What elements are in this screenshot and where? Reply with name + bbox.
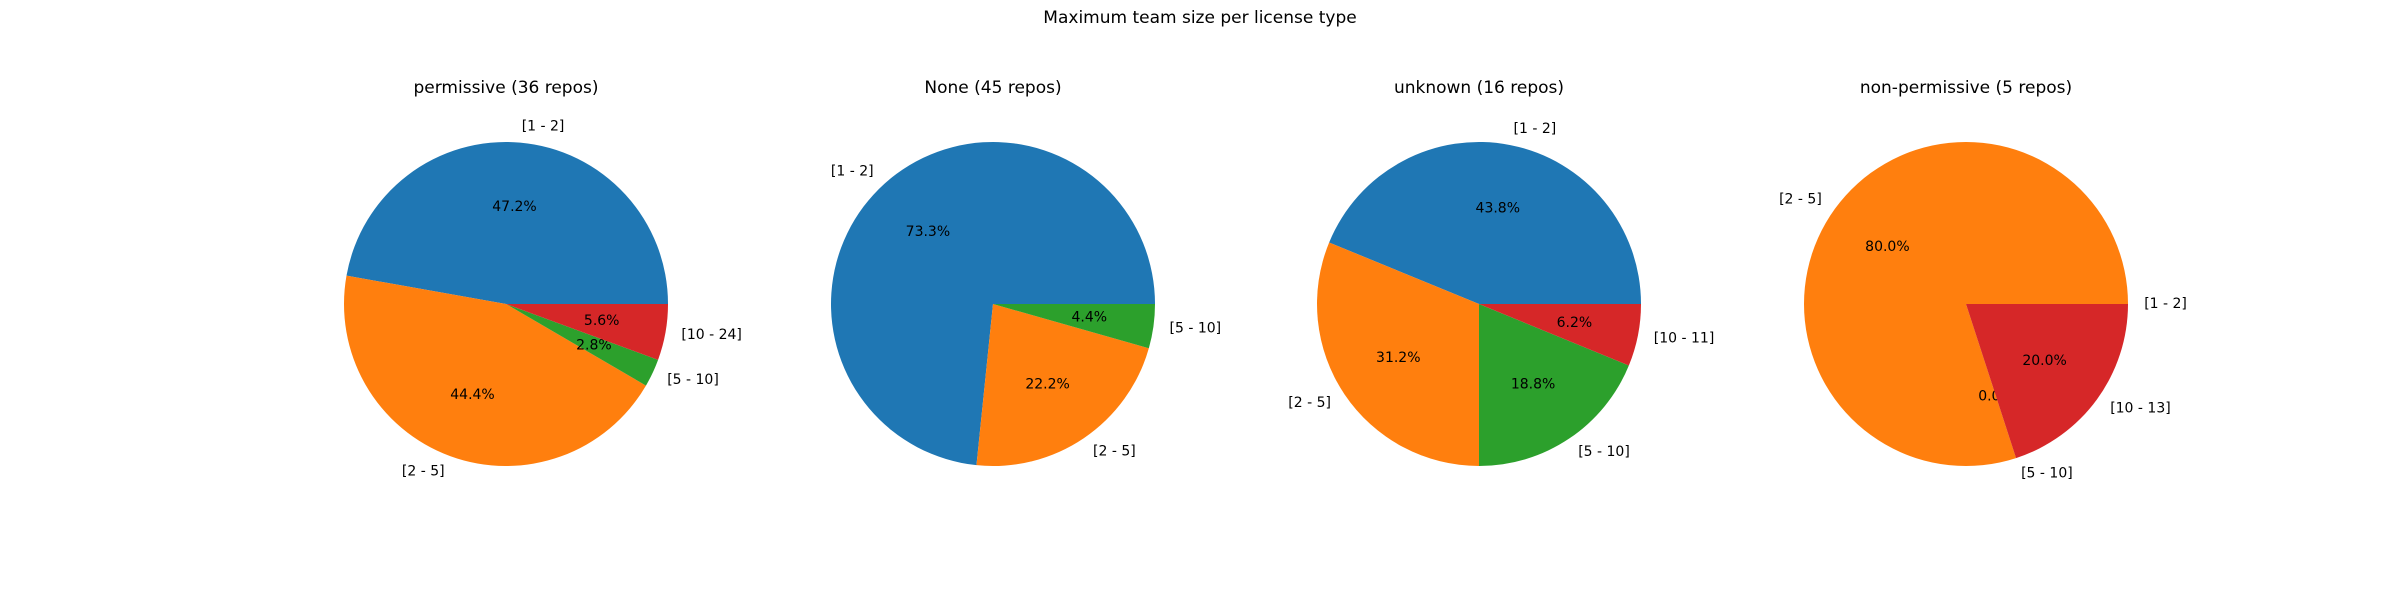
slice-percent-label: 2.8% [576, 337, 612, 353]
pie-chart-3: unknown (16 repos) [1 - 2] 43.8% [2 - 5] 31.… [1288, 78, 1714, 466]
pie-slice-1-2 [346, 142, 668, 304]
slice-percent-label: 43.8% [1476, 201, 1520, 217]
pie-slice-2-5 [976, 304, 1149, 466]
slice-category-label: [2 - 5] [402, 463, 445, 479]
figure-title: Maximum team size per license type [1043, 8, 1356, 28]
slice-percent-label: 20.0% [2022, 353, 2066, 369]
slice-category-label: [1 - 2] [522, 119, 565, 135]
pie-charts: permissive (36 repos) [1 - 2] 47.2% [2 - 5]… [343, 78, 2187, 482]
pie-title: unknown (16 repos) [1394, 78, 1564, 98]
slice-category-label: [2 - 5] [1288, 395, 1331, 411]
slice-percent-label: 73.3% [906, 224, 950, 240]
slice-percent-label: 6.2% [1557, 315, 1593, 331]
pie-title: non-permissive (5 repos) [1860, 78, 2072, 98]
slice-category-label: [1 - 2] [1514, 121, 1557, 137]
pie-title: None (45 repos) [924, 78, 1061, 98]
slice-percent-label: 18.8% [1511, 377, 1555, 393]
pie-slice-10-24 [506, 304, 668, 360]
pie-slice-10-13 [1966, 304, 2128, 459]
pie-slice-2-5 [1317, 242, 1479, 466]
slice-percent-label: 5.6% [584, 313, 620, 329]
pie-chart-1: permissive (36 repos) [1 - 2] 47.2% [2 - 5]… [343, 78, 742, 479]
pie-chart-4: non-permissive (5 repos)[1 - 2]0.0%[2 - … [1779, 78, 2187, 482]
slice-category-label: [5 - 10] [2021, 466, 2073, 482]
slice-category-label: [5 - 10] [1578, 444, 1630, 460]
pie-slice-5-10 [1479, 304, 1629, 466]
slice-category-label: [10 - 11] [1654, 331, 1715, 347]
pie-chart-2: None (45 repos) [1 - 2] 73.3% [2 - 5] 22.2% [… [831, 78, 1221, 466]
slice-percent-label: 80.0% [1865, 239, 1909, 255]
slice-percent-label: 47.2% [492, 199, 536, 215]
pie-slice-5-10 [993, 304, 1155, 349]
slice-category-label: [2 - 5] [1093, 444, 1136, 460]
slice-category-label: [1 - 2] [831, 164, 874, 180]
slice-percent-label: 31.2% [1376, 350, 1420, 366]
pie-slice-5-10 [506, 304, 659, 386]
pie-slice-1-2 [1329, 142, 1641, 304]
pie-slice-10-11 [1479, 304, 1641, 366]
slice-category-label: [10 - 24] [681, 327, 742, 343]
slice-percent-label: 22.2% [1025, 376, 1069, 392]
pie-slice-2-5 [1804, 141, 2128, 466]
slice-percent-label: 44.4% [450, 387, 494, 403]
slice-category-label: [1 - 2] [2144, 296, 2187, 312]
slice-category-label: [10 - 13] [2110, 401, 2171, 417]
pie-slice-1-2 [831, 141, 1155, 466]
pie-slice-2-5 [343, 275, 646, 467]
pie-title: permissive (36 repos) [413, 78, 598, 98]
slice-category-label: [5 - 10] [1170, 321, 1222, 337]
slice-category-label: [5 - 10] [667, 372, 719, 388]
slice-category-label: [2 - 5] [1779, 191, 1822, 207]
slice-percent-label: 4.4% [1072, 309, 1108, 325]
